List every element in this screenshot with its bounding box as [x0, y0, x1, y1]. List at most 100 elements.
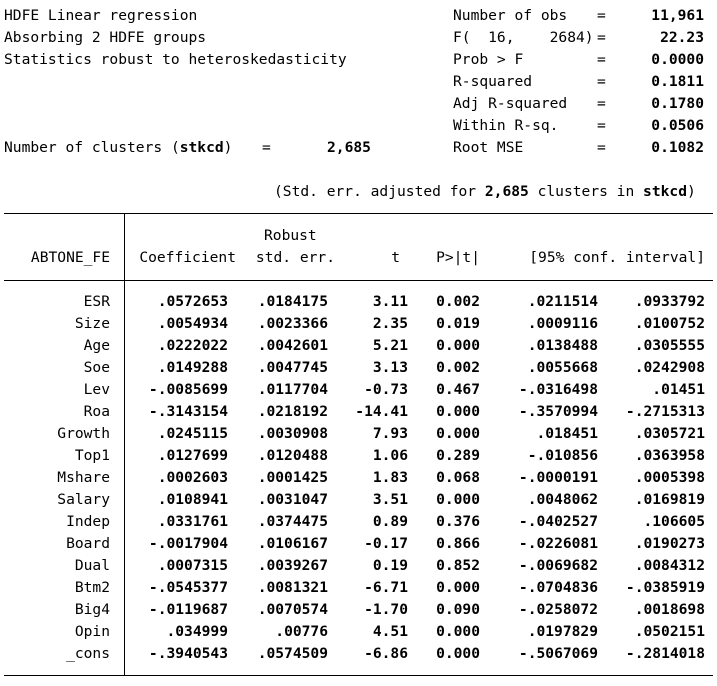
- coef-cell: .0002603: [157, 469, 228, 486]
- ci-lower-cell: -.0258072: [518, 601, 598, 618]
- row-label-big4: Big4: [74, 601, 110, 618]
- coef-cell: .034999: [166, 623, 228, 640]
- t-cell: 3.11: [372, 293, 408, 310]
- row-label-growth: Growth: [57, 425, 110, 442]
- ci-upper-cell: -.2715313: [625, 403, 705, 420]
- coef-cell: .0127699: [157, 447, 228, 464]
- ci-upper-cell: .0242908: [634, 359, 705, 376]
- ci-lower-cell: -.0316498: [518, 381, 598, 398]
- se-cell: .0042601: [257, 337, 328, 354]
- se-cell: .0039267: [257, 557, 328, 574]
- coef-cell: .0572653: [157, 293, 228, 310]
- se-cell: .00776: [275, 623, 328, 640]
- ci-upper-cell: .106605: [643, 513, 705, 530]
- p-cell: 0.068: [436, 469, 480, 486]
- ci-upper-cell: .0363958: [634, 447, 705, 464]
- ci-lower-cell: .0055668: [527, 359, 598, 376]
- col-t-header: t: [391, 249, 400, 266]
- ci-lower-cell: .0009116: [527, 315, 598, 332]
- ci-lower-cell: .018451: [536, 425, 598, 442]
- model-title: HDFE Linear regression: [4, 7, 198, 24]
- coef-cell: -.0017904: [148, 535, 228, 552]
- row-label-dual: Dual: [74, 557, 110, 574]
- se-cell: .0106167: [257, 535, 328, 552]
- clusters-count: 2,685: [327, 139, 371, 156]
- p-cell: 0.000: [436, 403, 480, 420]
- p-cell: 0.000: [436, 623, 480, 640]
- t-cell: 3.51: [372, 491, 408, 508]
- coef-cell: .0245115: [157, 425, 228, 442]
- p-cell: 0.000: [436, 645, 480, 662]
- stat-label-probf: Prob > F: [453, 51, 524, 68]
- ci-upper-cell: .0005398: [634, 469, 705, 486]
- t-cell: 7.93: [372, 425, 408, 442]
- se-cell: .0117704: [257, 381, 328, 398]
- row-label-top1: Top1: [74, 447, 110, 464]
- row-label-cons: _cons: [66, 645, 110, 662]
- row-label-board: Board: [66, 535, 110, 552]
- col-robust-header: Robust: [264, 227, 317, 244]
- t-cell: 0.19: [372, 557, 408, 574]
- row-label-opin: Opin: [74, 623, 110, 640]
- coef-cell: .0007315: [157, 557, 228, 574]
- se-cell: .0218192: [257, 403, 328, 420]
- ci-upper-cell: .0305555: [634, 337, 705, 354]
- ci-lower-cell: -.0402527: [518, 513, 598, 530]
- coef-cell: .0108941: [157, 491, 228, 508]
- coef-cell: .0331761: [157, 513, 228, 530]
- p-cell: 0.866: [436, 535, 480, 552]
- t-cell: -6.71: [364, 579, 408, 596]
- clusters-eq: =: [262, 139, 271, 156]
- coef-cell: -.0085699: [148, 381, 228, 398]
- ci-upper-cell: .0305721: [634, 425, 705, 442]
- ci-upper-cell: .0084312: [634, 557, 705, 574]
- stat-value-r2: 0.1811: [651, 73, 704, 90]
- se-cell: .0031047: [257, 491, 328, 508]
- ci-lower-cell: -.0226081: [518, 535, 598, 552]
- ci-lower-cell: .0197829: [527, 623, 598, 640]
- stat-eq: =: [597, 139, 606, 156]
- stat-eq: =: [597, 117, 606, 134]
- coef-cell: -.0119687: [148, 601, 228, 618]
- row-label-roa: Roa: [83, 403, 110, 420]
- t-cell: -0.17: [364, 535, 408, 552]
- stat-value-nobs: 11,961: [651, 7, 704, 24]
- clusters-line: Number of clusters (stkcd): [4, 139, 233, 156]
- t-cell: -1.70: [364, 601, 408, 618]
- ci-upper-cell: .0018698: [634, 601, 705, 618]
- se-cell: .0081321: [257, 579, 328, 596]
- stat-value-withinr2: 0.0506: [651, 117, 704, 134]
- se-cell: .0023366: [257, 315, 328, 332]
- table-top-rule: [4, 213, 713, 214]
- stat-eq: =: [597, 29, 606, 46]
- row-label-size: Size: [74, 315, 110, 332]
- ci-lower-cell: .0138488: [527, 337, 598, 354]
- coef-cell: -.0545377: [148, 579, 228, 596]
- t-cell: 5.21: [372, 337, 408, 354]
- coef-cell: .0054934: [157, 315, 228, 332]
- ci-lower-cell: .0211514: [527, 293, 598, 310]
- stat-label-f: F( 16, 2684): [453, 29, 594, 46]
- ci-upper-cell: -.0385919: [625, 579, 705, 596]
- stat-label-withinr2: Within R-sq.: [453, 117, 559, 134]
- coef-cell: -.3143154: [148, 403, 228, 420]
- ci-upper-cell: .0169819: [634, 491, 705, 508]
- stat-label-adjr2: Adj R-squared: [453, 95, 568, 112]
- p-cell: 0.002: [436, 359, 480, 376]
- stat-label-r2: R-squared: [453, 73, 533, 90]
- se-cell: .0001425: [257, 469, 328, 486]
- ci-lower-cell: -.010856: [527, 447, 598, 464]
- p-cell: 0.376: [436, 513, 480, 530]
- stat-label-rmse: Root MSE: [453, 139, 524, 156]
- stat-value-adjr2: 0.1780: [651, 95, 704, 112]
- ci-lower-cell: -.0069682: [518, 557, 598, 574]
- se-cell: .0030908: [257, 425, 328, 442]
- row-label-indep: Indep: [66, 513, 110, 530]
- row-label-btm2: Btm2: [74, 579, 110, 596]
- t-cell: 4.51: [372, 623, 408, 640]
- ci-upper-cell: .0502151: [634, 623, 705, 640]
- se-note: (Std. err. adjusted for 2,685 clusters i…: [274, 183, 696, 200]
- ci-upper-cell: .0100752: [634, 315, 705, 332]
- row-label-soe: Soe: [83, 359, 110, 376]
